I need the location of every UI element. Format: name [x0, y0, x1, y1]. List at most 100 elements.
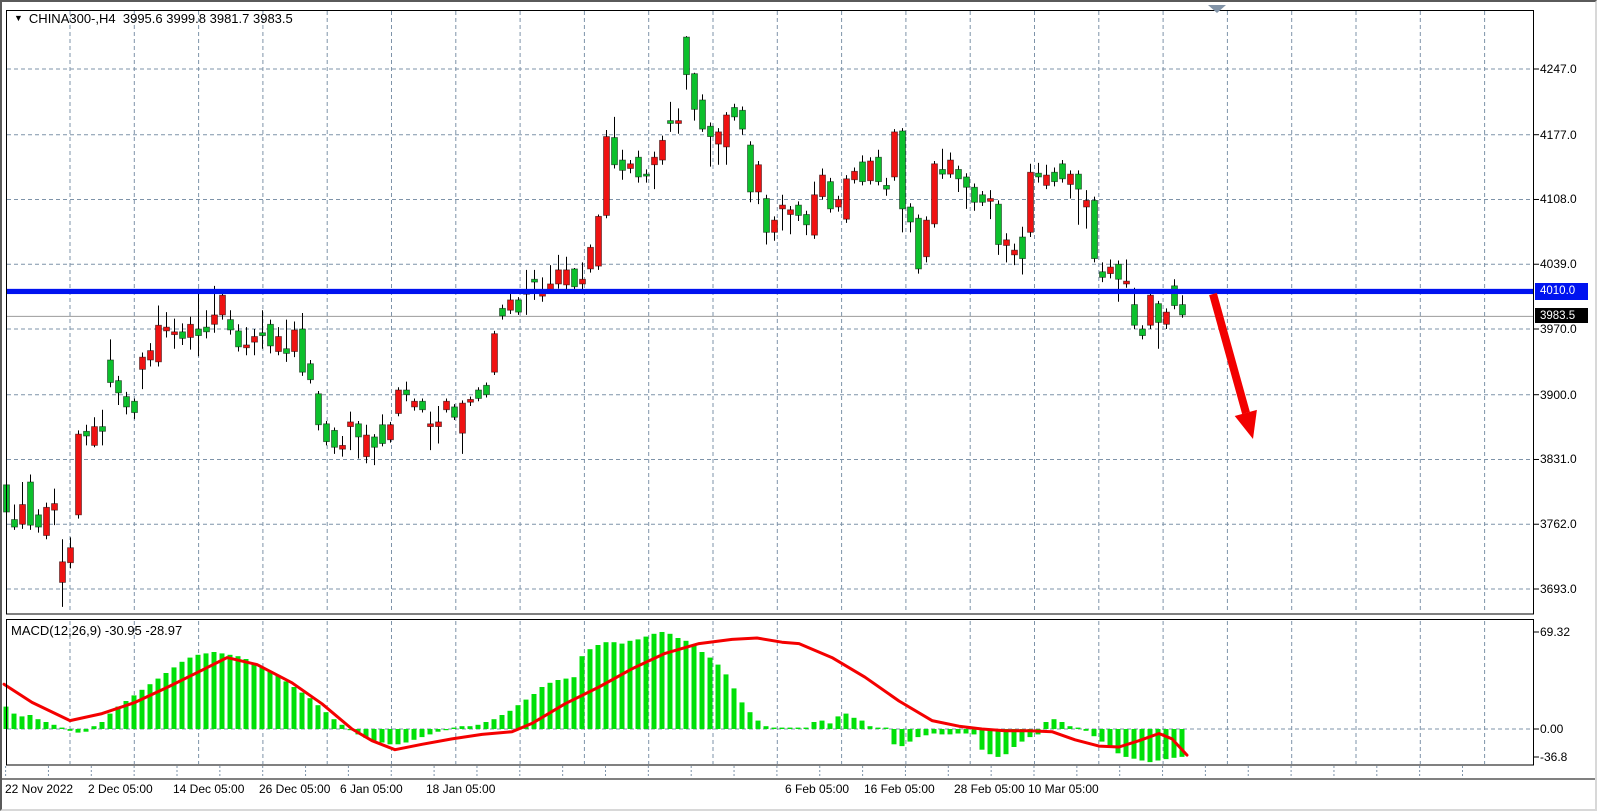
- macd-histogram-bar: [347, 729, 353, 731]
- macd-histogram-bar: [1019, 729, 1025, 742]
- macd-histogram-bar: [939, 729, 945, 735]
- time-axis-label: 28 Feb 05:00: [954, 782, 1025, 796]
- macd-histogram-bar: [955, 729, 961, 734]
- macd-histogram-bar: [835, 716, 841, 729]
- time-axis-label: 2 Dec 05:00: [88, 782, 153, 796]
- macd-histogram-bar: [627, 640, 633, 729]
- macd-histogram-bar: [787, 727, 793, 729]
- macd-histogram-bar: [1179, 729, 1185, 757]
- candle-body: [643, 173, 650, 177]
- time-axis-label: 18 Jan 05:00: [426, 782, 496, 796]
- arrow-annotation-head[interactable]: [1234, 409, 1257, 439]
- price-axis-label: 4108.0: [1540, 192, 1577, 207]
- shift-marker-icon[interactable]: [1208, 5, 1226, 13]
- candle-body: [755, 164, 762, 193]
- price-axis-label: 4039.0: [1540, 257, 1577, 272]
- candle-body: [675, 120, 682, 124]
- chart-header: ▼ CHINA300-,H4 3995.6 3999.8 3981.7 3983.…: [14, 11, 293, 26]
- candle-body: [971, 186, 978, 203]
- candle-body: [187, 323, 194, 338]
- candle-body: [331, 429, 338, 448]
- candle-body: [859, 161, 866, 183]
- candle-body: [835, 199, 842, 208]
- macd-histogram-bar: [667, 633, 673, 729]
- candle-body: [299, 328, 306, 373]
- macd-histogram-bar: [1091, 729, 1097, 737]
- macd-histogram-bar: [443, 729, 449, 731]
- macd-histogram-bar: [315, 705, 321, 729]
- time-axis-label: 10 Mar 05:00: [1028, 782, 1099, 796]
- candle-body: [323, 423, 330, 443]
- candle-body: [1051, 171, 1058, 183]
- macd-histogram-bar: [523, 699, 529, 729]
- horizontal-line-4010[interactable]: [6, 288, 1534, 295]
- candle-body: [683, 36, 690, 76]
- candle-body: [1179, 304, 1186, 316]
- macd-histogram-bar: [427, 729, 433, 735]
- macd-histogram-bar: [723, 674, 729, 729]
- macd-histogram-bar: [195, 654, 201, 729]
- macd-histogram-bar: [539, 687, 545, 729]
- macd-histogram-bar: [35, 719, 41, 729]
- candle-body: [987, 198, 994, 202]
- candle-body: [251, 336, 258, 343]
- macd-histogram-bar: [1059, 722, 1065, 729]
- candle-body: [731, 107, 738, 118]
- candle-body: [443, 400, 450, 411]
- candle-body: [995, 203, 1002, 245]
- candle-body: [1155, 303, 1162, 323]
- macd-histogram-bar: [411, 729, 417, 740]
- macd-histogram-bar: [243, 659, 249, 729]
- macd-histogram-bar: [91, 726, 97, 729]
- candle-body: [211, 314, 218, 325]
- macd-histogram-bar: [387, 729, 393, 745]
- macd-indicator-label: MACD(12,26,9) -30.95 -28.97: [11, 623, 183, 638]
- macd-histogram-bar: [915, 729, 921, 738]
- symbol-name: CHINA300-,H4: [28, 11, 116, 26]
- macd-histogram-bar: [747, 712, 753, 729]
- macd-histogram-bar: [331, 719, 337, 729]
- macd-histogram-bar: [115, 706, 121, 729]
- macd-histogram-bar: [419, 729, 425, 738]
- candle-body: [699, 99, 706, 130]
- candle-body: [595, 215, 602, 267]
- macd-histogram-bar: [963, 729, 969, 734]
- candle-body: [939, 169, 946, 175]
- macd-histogram-bar: [499, 715, 505, 729]
- candle-body: [91, 426, 98, 446]
- symbol-dropdown-icon[interactable]: ▼: [14, 13, 23, 23]
- price-axis-label: 3831.0: [1540, 452, 1577, 467]
- macd-histogram-bar: [259, 667, 265, 729]
- candle-body: [155, 324, 162, 363]
- candle-body: [371, 436, 378, 448]
- macd-histogram-bar: [283, 681, 289, 729]
- candle-body: [707, 125, 714, 137]
- macd-histogram-bar: [579, 656, 585, 729]
- macd-histogram-bar: [307, 698, 313, 729]
- macd-histogram-bar: [1067, 726, 1073, 729]
- candle-body: [1035, 172, 1042, 178]
- candle-body: [779, 204, 786, 210]
- candle-body: [963, 176, 970, 188]
- macd-histogram-bar: [147, 684, 153, 729]
- candle-body: [899, 130, 906, 210]
- candle-body: [307, 363, 314, 381]
- candle-body: [819, 174, 826, 198]
- macd-histogram-bar: [587, 649, 593, 729]
- macd-axis-label: 0.00: [1540, 722, 1564, 736]
- macd-histogram-bar: [547, 682, 553, 729]
- macd-histogram-bar: [819, 720, 825, 729]
- candle-body: [275, 336, 282, 352]
- macd-histogram-bar: [1043, 722, 1049, 729]
- candle-body: [979, 194, 986, 203]
- candle-body: [499, 307, 506, 317]
- symbol-quote: 3995.6 3999.8 3981.7 3983.5: [122, 11, 293, 26]
- time-axis-label: 26 Dec 05:00: [259, 782, 331, 796]
- arrow-annotation-shaft[interactable]: [1209, 292, 1250, 415]
- macd-histogram-bar: [531, 694, 537, 729]
- macd-histogram-bar: [83, 729, 89, 732]
- candle-body: [507, 299, 514, 311]
- candle-body: [891, 131, 898, 178]
- candle-body: [219, 294, 226, 316]
